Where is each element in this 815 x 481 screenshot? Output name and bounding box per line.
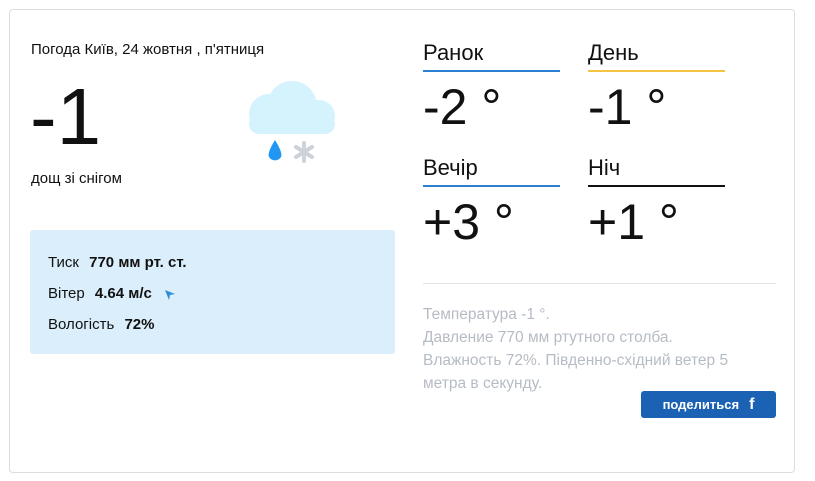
divider [423,283,776,284]
period-value: -2 ° [423,79,502,135]
humidity-value: 72% [124,316,155,333]
weather-card [9,9,795,473]
period-label: Ранок [423,40,560,72]
humidity-label: Вологість [48,316,115,333]
period-value: +1 ° [588,194,679,250]
description-line: Влажность 72%. Південно-східний ветер 5 … [423,352,729,392]
wind-label: Вітер [48,285,85,302]
facebook-icon: f [749,395,755,413]
weather-description: Температура -1 °. Давление 770 мм ртутно… [423,303,773,395]
humidity-row: Вологість 72% [48,316,154,333]
pressure-row: Тиск 770 мм рт. ст. [48,254,187,271]
period-value: -1 ° [588,79,667,135]
description-line: Давление 770 мм ртутного столба. [423,329,673,346]
cloud-rain-snow-icon [249,81,335,163]
share-facebook-button[interactable]: поделиться f [641,391,776,418]
period-morning: Ранок -2 ° [423,40,560,136]
period-label: Ніч [588,155,725,187]
period-label: День [588,40,725,72]
description-line: Температура -1 °. [423,306,550,323]
pressure-label: Тиск [48,254,79,271]
period-evening: Вечір +3 ° [423,155,560,251]
period-night: Ніч +1 ° [588,155,725,251]
period-value: +3 ° [423,194,514,250]
page-title: Погода Київ, 24 жовтня , п'ятниця [31,41,265,58]
share-label: поделиться [662,397,740,412]
pressure-value: 770 мм рт. ст. [89,254,187,271]
period-label: Вечір [423,155,560,187]
period-day: День -1 ° [588,40,725,136]
weather-condition: дощ зі снігом [31,170,122,187]
wind-value: 4.64 м/с [94,285,152,302]
details-panel: Тиск 770 мм рт. ст. Вітер 4.64 м/с Волог… [30,230,395,354]
wind-direction-arrow-icon [165,290,176,300]
wind-row: Вітер 4.64 м/с [48,285,176,302]
current-temperature: -1 [30,72,102,161]
